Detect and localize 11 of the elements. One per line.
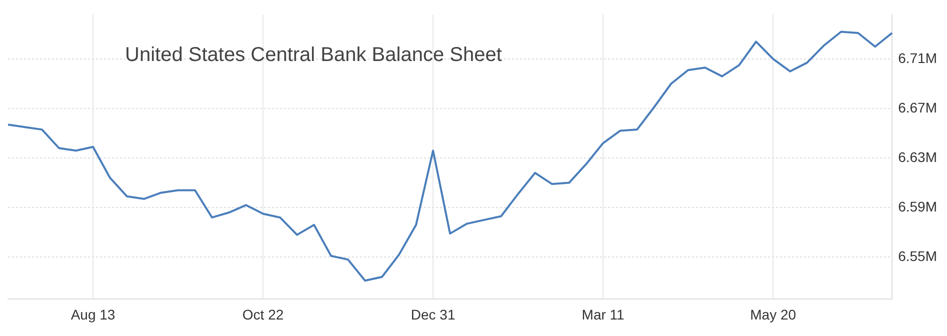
- y-tick-label: 6.67M: [898, 99, 938, 116]
- y-tick-label: 6.63M: [898, 148, 938, 165]
- x-tick-label: May 20: [750, 306, 796, 322]
- x-tick-label: Mar 11: [582, 306, 625, 322]
- x-tick-label: Dec 31: [410, 306, 456, 322]
- y-tick-label: 6.59M: [898, 198, 938, 214]
- x-tick-label: Oct 22: [242, 306, 284, 322]
- text: United States Central Bank Balance Sheet: [125, 44, 502, 66]
- y-tick-label: 6.71M: [898, 50, 938, 66]
- y-tick-label: 6.55M: [898, 248, 938, 264]
- x-tick-label: Aug 13: [70, 306, 116, 322]
